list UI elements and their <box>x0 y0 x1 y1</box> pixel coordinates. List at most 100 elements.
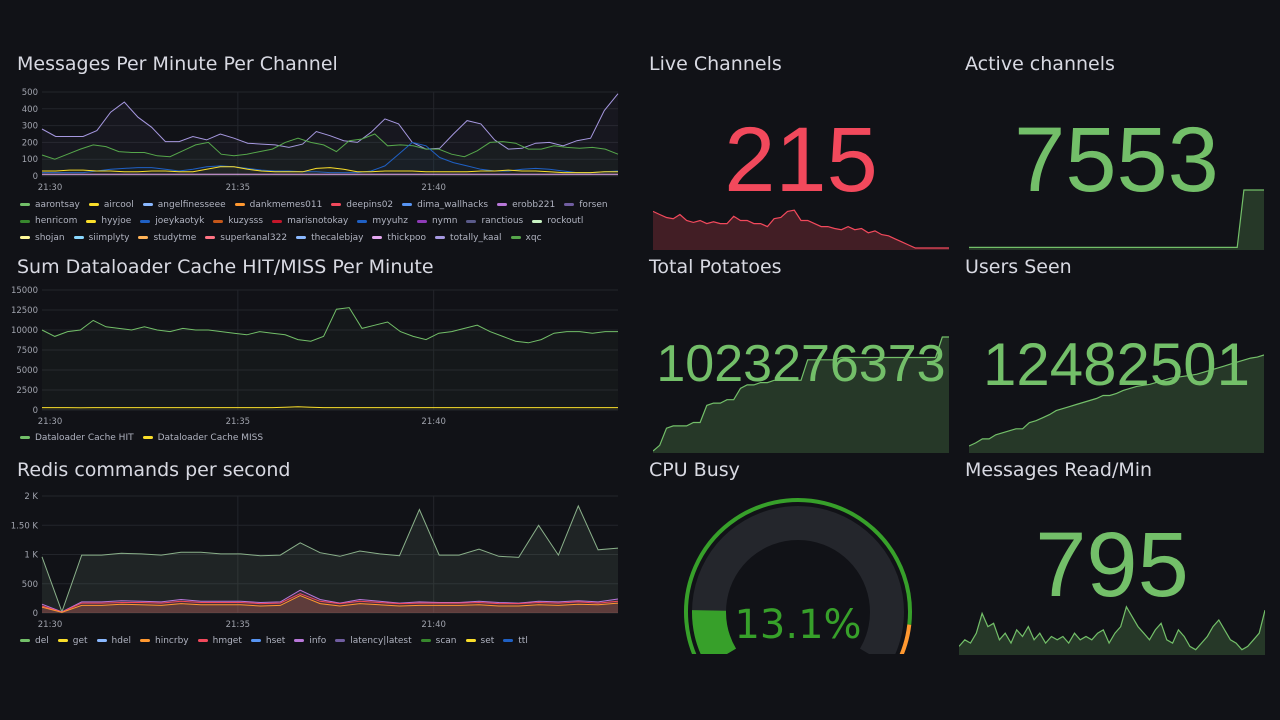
legend-item[interactable]: Dataloader Cache MISS <box>142 430 264 446</box>
legend-item[interactable]: ttl <box>503 633 528 649</box>
y-tick-label: 1 K <box>24 551 38 561</box>
active-channels-sparkline <box>969 189 1264 250</box>
panel-title-total-potatoes: Total Potatoes <box>649 256 782 278</box>
legend-item[interactable]: aircool <box>88 197 134 213</box>
redis-chart[interactable]: 0 500 1 K 1.50 K 2 K 21:30 21:35 21:40 <box>10 488 630 633</box>
y-tick-label: 500 <box>22 88 38 98</box>
x-tick-label: 21:30 <box>38 620 63 630</box>
legend-item[interactable]: nymn <box>416 213 458 229</box>
legend-label: xqc <box>525 232 542 243</box>
legend-item[interactable]: kuzysss <box>213 213 263 229</box>
legend-label: hyyjoe <box>101 216 132 226</box>
legend-item[interactable]: hdel <box>96 633 131 649</box>
legend-item[interactable]: superkanal322 <box>205 230 287 246</box>
legend-swatch-icon <box>142 436 153 439</box>
legend-item[interactable]: henricom <box>20 213 77 229</box>
legend-label: siimplyty <box>88 232 130 243</box>
legend-label: erobb221 <box>512 199 556 210</box>
legend-swatch-icon <box>197 639 208 642</box>
sparkline-area <box>969 355 1264 453</box>
legend-item[interactable]: del <box>20 633 49 649</box>
series-line-Dataloader Cache HIT <box>41 307 618 344</box>
legend-item[interactable]: marisnotokay <box>272 213 348 229</box>
dataloader-chart[interactable]: 0 2500 5000 7500 10000 12500 15000 21:30 21:35 21… <box>10 282 630 430</box>
legend-swatch-icon <box>88 203 99 206</box>
legend-swatch-icon <box>497 203 508 206</box>
legend-label: dima_wallhacks <box>417 199 489 210</box>
legend-label: nymn <box>431 216 458 226</box>
legend-label: set <box>480 635 495 646</box>
users-seen-value: 12482501 <box>983 331 1250 398</box>
legend-item[interactable]: totally_kaal <box>435 230 502 246</box>
live-channels-stat: 215 <box>653 90 949 250</box>
legend-item[interactable]: latency|latest <box>335 633 412 649</box>
legend-item[interactable]: erobb221 <box>497 197 555 213</box>
legend-label: myyuhz <box>372 216 408 226</box>
legend-swatch-icon <box>510 236 521 239</box>
legend-item[interactable]: myyuhz <box>357 213 408 229</box>
legend-label: rockoutl <box>547 216 584 226</box>
legend-item[interactable]: Dataloader Cache HIT <box>20 430 134 446</box>
legend-item[interactable]: rockoutl <box>532 213 583 229</box>
legend-item[interactable]: studytme <box>138 230 196 246</box>
y-tick-label: 2 K <box>24 492 38 502</box>
live-channels-sparkline <box>653 209 949 250</box>
users-seen-sparkline <box>969 354 1264 453</box>
legend-label: get <box>72 635 88 646</box>
series-line-forsen <box>41 93 619 150</box>
legend-swatch-icon <box>205 236 216 239</box>
cpu-busy-gauge: 13.1% <box>684 498 912 654</box>
series-line-ttl <box>41 504 619 614</box>
legend-item[interactable]: deepins02 <box>331 197 393 213</box>
legend-swatch-icon <box>435 236 446 239</box>
y-tick-label: 200 <box>22 138 38 148</box>
legend-item[interactable]: hyyjoe <box>86 213 131 229</box>
legend-swatch-icon <box>86 219 97 223</box>
legend-item[interactable]: shojan <box>20 230 65 246</box>
legend-item[interactable]: hmget <box>197 633 242 649</box>
sparkline-line <box>969 354 1264 447</box>
legend-label: joeykaotyk <box>155 216 205 226</box>
legend-label: latency|latest <box>350 635 412 646</box>
redis-legend: del get hdel hincrby hmget hset info latency|la… <box>20 632 620 649</box>
legend-label: hset <box>265 635 286 646</box>
series-line-myyuhz <box>42 141 619 174</box>
legend-item[interactable]: ranctious <box>466 213 523 229</box>
legend-item[interactable]: dankmemes011 <box>234 197 322 213</box>
legend-item[interactable]: aarontsay <box>20 197 80 213</box>
legend-item[interactable]: info <box>294 633 326 649</box>
legend-item[interactable]: get <box>57 633 88 649</box>
legend-label: kuzysss <box>228 216 264 226</box>
series-line-xqc <box>41 133 619 160</box>
legend-item[interactable]: forsen <box>564 197 608 213</box>
legend-item[interactable]: siimplyty <box>73 230 130 246</box>
legend-item[interactable]: set <box>465 633 495 649</box>
legend-label: ttl <box>518 635 528 646</box>
legend-item[interactable]: joeykaotyk <box>140 213 204 229</box>
legend-swatch-icon <box>20 203 30 206</box>
x-tick-label: 21:30 <box>38 183 63 193</box>
legend-item[interactable]: angelfinesseee <box>142 197 226 213</box>
y-tick-label: 0 <box>33 406 38 416</box>
legend-item[interactable]: xqc <box>510 230 542 246</box>
legend-swatch-icon <box>372 236 383 239</box>
legend-swatch-icon <box>465 639 476 642</box>
legend-item[interactable]: thecalebjay <box>296 230 363 246</box>
y-tick-label: 300 <box>22 122 38 132</box>
messages-chart[interactable]: 0 100 200 300 400 500 21:30 21:35 21:40 <box>10 84 630 196</box>
legend-swatch-icon <box>296 236 307 239</box>
legend-item[interactable]: hincrby <box>140 633 189 649</box>
panel-title-active-channels: Active channels <box>965 53 1115 75</box>
panel-title-redis: Redis commands per second <box>17 459 291 481</box>
y-tick-label: 15000 <box>11 286 38 296</box>
y-tick-label: 500 <box>22 580 38 590</box>
legend-label: shojan <box>35 232 65 243</box>
x-tick-label: 21:30 <box>38 417 63 427</box>
legend-item[interactable]: dima_wallhacks <box>402 197 488 213</box>
legend-item[interactable]: hset <box>250 633 286 649</box>
legend-label: Dataloader Cache MISS <box>157 432 264 443</box>
legend-item[interactable]: scan <box>420 633 457 649</box>
legend-item[interactable]: thickpoo <box>372 230 426 246</box>
series-area-aircool <box>42 166 618 176</box>
y-tick-label: 0 <box>33 172 38 182</box>
